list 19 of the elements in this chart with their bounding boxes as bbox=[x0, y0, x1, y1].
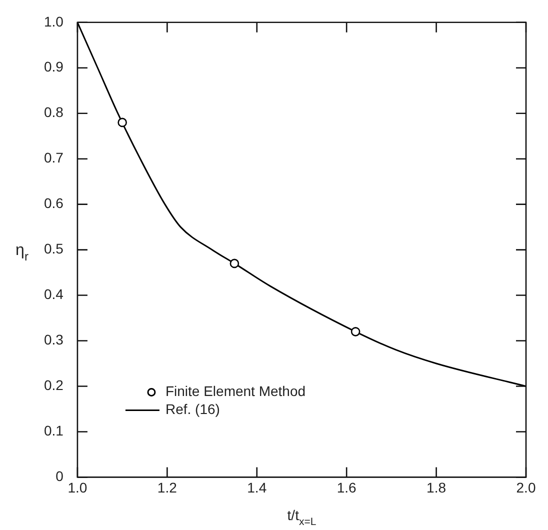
y-tick-label: 1.0 bbox=[44, 13, 64, 30]
y-tick-label: 0.5 bbox=[44, 240, 64, 257]
x-tick-label: 1.2 bbox=[157, 479, 178, 496]
y-tick-label: 0.2 bbox=[44, 377, 64, 394]
y-tick-label: 0.7 bbox=[44, 150, 64, 166]
y-tick-label: 0.1 bbox=[44, 422, 64, 439]
legend-label: Finite Element Method bbox=[165, 383, 306, 400]
x-tick-label: 1.8 bbox=[426, 479, 446, 496]
y-tick-label: 0.6 bbox=[44, 195, 64, 212]
x-tick-label: 1.0 bbox=[68, 479, 88, 496]
legend-label: Ref. (16) bbox=[165, 401, 220, 418]
y-tick-label: 0.8 bbox=[44, 104, 64, 120]
x-tick-label: 1.4 bbox=[247, 479, 267, 496]
x-tick-label: 1.6 bbox=[336, 479, 357, 496]
x-tick-label: 2.0 bbox=[516, 479, 536, 496]
y-tick-label: 0.4 bbox=[44, 286, 64, 302]
y-tick-label: 0.9 bbox=[44, 58, 64, 75]
y-tick-label: 0 bbox=[56, 468, 64, 484]
y-tick-label: 0.3 bbox=[44, 332, 64, 348]
